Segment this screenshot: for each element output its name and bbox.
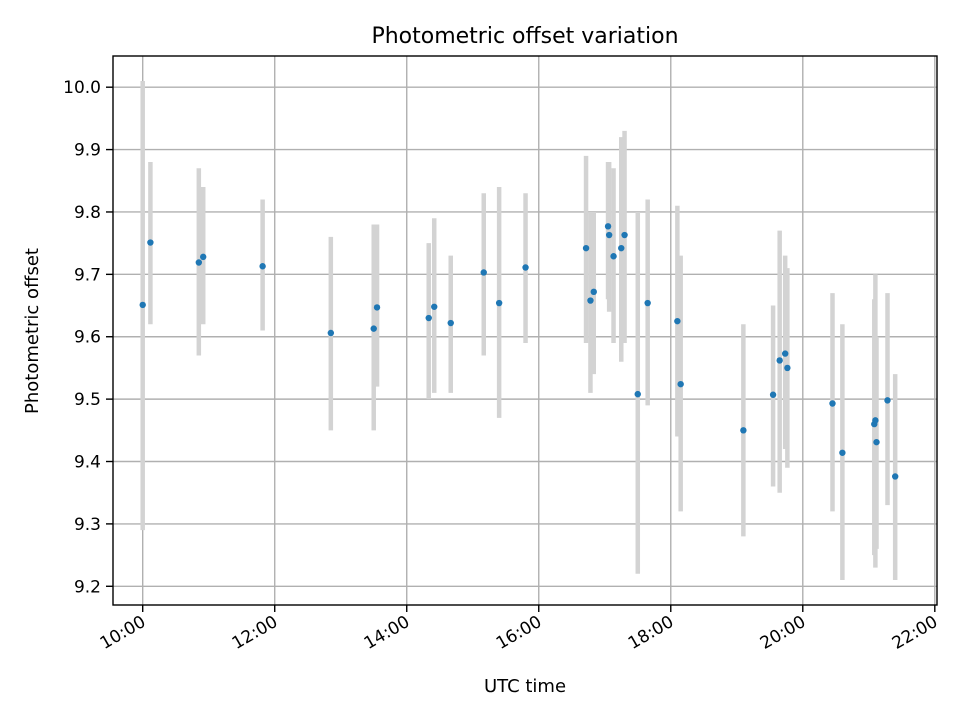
y-tick-label: 9.3 [74,515,101,535]
data-point [769,391,777,398]
data-point [587,297,594,304]
data-point [839,449,846,456]
plot-frame [112,55,938,606]
data-point [139,301,146,309]
data-point [634,390,641,398]
data-point [431,303,438,310]
data-point [891,473,899,480]
data-point [776,357,783,364]
y-tick-label: 10.0 [63,78,101,98]
data-point [740,427,747,434]
data-points [139,223,899,480]
data-point [781,350,789,357]
data-point [447,319,454,327]
y-tick-label: 9.5 [74,390,101,410]
data-point [327,329,335,337]
data-point [495,299,503,307]
y-tick-label: 9.7 [74,265,101,285]
data-point [605,231,613,239]
data-point [829,400,836,407]
y-tick-label: 9.2 [74,577,101,597]
data-point [147,239,154,246]
data-point [370,325,377,332]
data-point [674,317,681,325]
data-point [644,299,651,307]
data-point [621,231,628,239]
y-tick-label: 9.9 [74,141,101,161]
data-point [873,438,880,446]
data-point [604,223,612,230]
data-point [582,244,590,252]
x-axis-label: UTC time [484,676,566,697]
data-point [677,380,684,388]
data-point [522,264,529,271]
data-point [195,259,203,266]
data-point [373,304,381,311]
data-point [884,397,891,404]
data-point [618,244,625,252]
data-point [259,263,266,270]
data-point [784,364,791,372]
data-point [480,269,487,276]
data-point [610,253,617,260]
data-point [590,288,597,296]
y-axis-label: Photometric offset [22,248,43,414]
data-point [425,314,432,322]
y-tick-label: 9.8 [74,203,101,223]
data-point [872,417,879,424]
chart-title: Photometric offset variation [371,24,678,49]
y-tick-label: 9.4 [74,453,101,473]
data-point [200,253,207,261]
y-tick-label: 9.6 [74,328,101,348]
